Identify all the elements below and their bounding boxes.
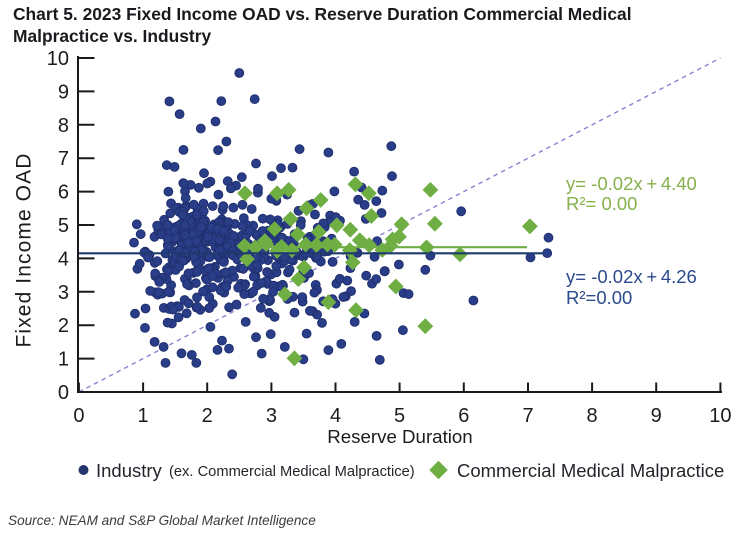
svg-text:0: 0 <box>73 405 84 427</box>
svg-text:4: 4 <box>330 405 341 427</box>
svg-text:6: 6 <box>58 182 69 204</box>
svg-text:Source: NEAM and S&P Global Ma: Source: NEAM and S&P Global Market Intel… <box>8 513 316 528</box>
svg-text:6: 6 <box>458 405 469 427</box>
svg-text:9: 9 <box>58 81 69 103</box>
svg-text:y= -0.02x + 4.26: y= -0.02x + 4.26 <box>566 266 697 287</box>
svg-text:R²= 0.00: R²= 0.00 <box>566 193 637 214</box>
svg-text:0: 0 <box>58 382 69 404</box>
svg-text:10: 10 <box>47 48 69 70</box>
svg-text:Commercial Medical Malpractice: Commercial Medical Malpractice <box>457 460 724 481</box>
svg-text:4: 4 <box>58 248 69 270</box>
svg-text:7: 7 <box>58 148 69 170</box>
svg-text:10: 10 <box>709 405 731 427</box>
svg-text:5: 5 <box>58 215 69 237</box>
svg-text:(ex. Commercial Medical Malpra: (ex. Commercial Medical Malpractice) <box>169 464 415 480</box>
svg-text:Fixed Income OAD: Fixed Income OAD <box>13 153 36 348</box>
svg-text:5: 5 <box>394 405 405 427</box>
svg-text:y= -0.02x + 4.40: y= -0.02x + 4.40 <box>566 173 697 194</box>
svg-text:8: 8 <box>587 405 598 427</box>
svg-text:7: 7 <box>522 405 533 427</box>
svg-text:3: 3 <box>58 282 69 304</box>
svg-text:9: 9 <box>651 405 662 427</box>
svg-text:1: 1 <box>58 349 69 371</box>
svg-text:1: 1 <box>138 405 149 427</box>
svg-text:3: 3 <box>266 405 277 427</box>
svg-text:Reserve Duration: Reserve Duration <box>327 426 472 447</box>
svg-text:Industry: Industry <box>96 460 163 481</box>
svg-text:2: 2 <box>58 315 69 337</box>
svg-text:R²=0.00: R²=0.00 <box>566 287 632 308</box>
svg-text:8: 8 <box>58 115 69 137</box>
svg-text:2: 2 <box>202 405 213 427</box>
